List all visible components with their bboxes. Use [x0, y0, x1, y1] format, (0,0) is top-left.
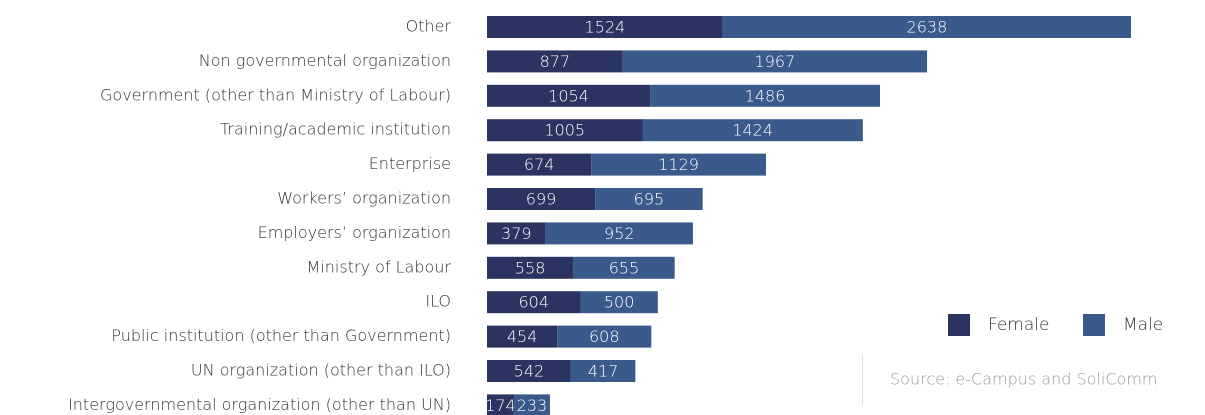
value-label: 1524 [585, 18, 626, 37]
bar-segment [570, 360, 636, 382]
bar-segment [487, 360, 571, 382]
bar-segment [622, 50, 928, 73]
value-label: 379 [501, 224, 532, 243]
value-label: 1967 [755, 52, 796, 71]
bar-segment [545, 222, 693, 245]
category-label: Employers’ organization [258, 223, 451, 242]
bar-segment [487, 50, 623, 73]
value-label: 2638 [907, 18, 948, 37]
bar-segment [487, 153, 592, 176]
bar-segment [573, 256, 675, 279]
category-label: Non governmental organization [199, 51, 451, 70]
source-note: Source: e-Campus and SoliComm [890, 370, 1157, 389]
legend-swatch [1083, 314, 1105, 336]
legend-label: Male [1123, 315, 1163, 335]
value-label: 674 [524, 155, 555, 174]
value-label: 877 [540, 52, 571, 71]
value-label: 1486 [745, 86, 786, 105]
category-label: Workers’ organization [277, 189, 451, 208]
category-label: Enterprise [369, 154, 451, 173]
value-label: 604 [518, 293, 549, 312]
value-label: 454 [507, 327, 538, 346]
bar-segment [487, 16, 723, 38]
category-label: ILO [425, 292, 451, 311]
bar-segment [487, 325, 558, 348]
value-label: 174 [485, 396, 516, 415]
bar-segment [487, 84, 651, 107]
category-label: Ministry of Labour [307, 257, 452, 276]
value-label: 1424 [732, 121, 773, 140]
category-label: UN organization (other than ILO) [191, 361, 451, 380]
category-label: Other [406, 17, 452, 36]
value-label: 1129 [658, 155, 699, 174]
bar-segment [650, 84, 881, 107]
bar-segment [591, 153, 766, 176]
bar-segment [487, 119, 643, 142]
value-label: 695 [634, 190, 665, 209]
bar-segment [487, 222, 546, 245]
value-label: 500 [604, 293, 635, 312]
value-label: 1054 [548, 86, 589, 105]
bar-segment [722, 16, 1131, 38]
bar-segment [595, 188, 703, 210]
bar-segment [487, 188, 596, 210]
value-label: 542 [514, 362, 545, 381]
bar-segment [557, 325, 652, 348]
legend-swatch [948, 314, 970, 336]
category-label: Intergovernmental organization (other th… [68, 395, 451, 414]
bar-segment [487, 394, 514, 415]
legend-label: Female [988, 315, 1049, 335]
category-label: Government (other than Ministry of Labou… [100, 85, 451, 104]
value-label: 655 [609, 258, 640, 277]
value-label: 558 [515, 258, 546, 277]
bar-segment [487, 291, 581, 314]
category-label: Public institution (other than Governmen… [111, 326, 451, 345]
bar-segment [580, 291, 658, 314]
value-label: 952 [604, 224, 635, 243]
value-label: 699 [526, 190, 557, 209]
value-label: 417 [588, 362, 619, 381]
value-label: 1005 [544, 121, 585, 140]
category-label: Training/academic institution [220, 120, 451, 139]
bar-segment [642, 119, 863, 142]
bar-segment [487, 256, 574, 279]
value-label: 233 [517, 396, 548, 415]
bar-segment [513, 394, 550, 415]
value-label: 608 [589, 327, 620, 346]
